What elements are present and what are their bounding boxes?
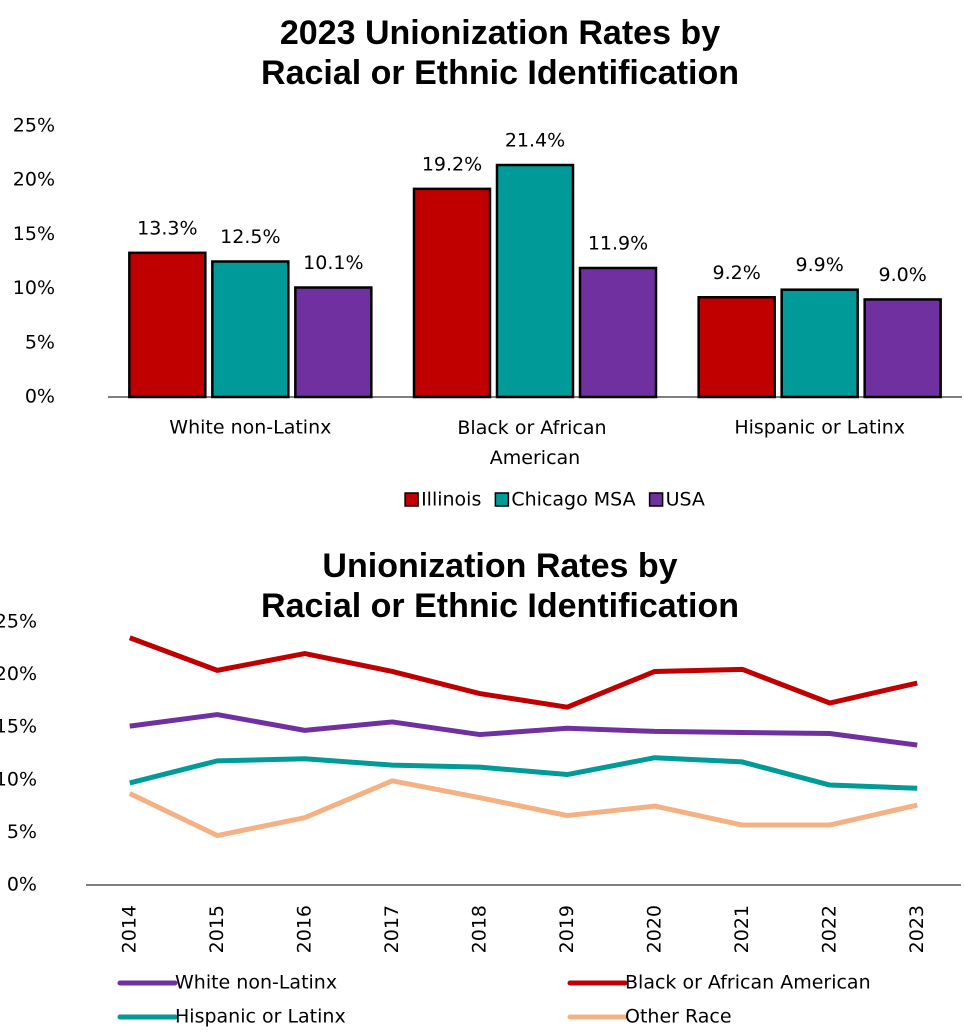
y-tick-label: 15% bbox=[0, 716, 37, 738]
value-label: 13.3% bbox=[137, 217, 197, 239]
y-tick-label: 25% bbox=[13, 115, 55, 137]
y-tick-label: 15% bbox=[13, 223, 55, 245]
legend-label: Illinois bbox=[421, 489, 481, 511]
bar bbox=[211, 260, 290, 399]
value-label: 21.4% bbox=[505, 130, 565, 152]
legend-label: Black or African American bbox=[625, 972, 871, 994]
legend-swatch bbox=[494, 492, 510, 507]
bar bbox=[780, 288, 859, 399]
x-tick-label: 2018 bbox=[468, 905, 490, 953]
value-label: 9.0% bbox=[879, 264, 927, 286]
bar bbox=[294, 286, 373, 399]
chart-title: Unionization Rates by bbox=[322, 547, 677, 585]
x-tick-label: Hispanic or Latinx bbox=[734, 417, 905, 439]
x-tick-label: 2021 bbox=[731, 905, 753, 953]
line bbox=[129, 712, 918, 748]
y-tick-label: 0% bbox=[7, 874, 37, 896]
x-tick-label: 2020 bbox=[643, 905, 665, 953]
x-tick-label: 2023 bbox=[906, 905, 928, 953]
y-tick-label: 10% bbox=[13, 277, 55, 299]
y-tick-label: 10% bbox=[0, 768, 37, 790]
x-tick-label: 2015 bbox=[206, 905, 228, 953]
line bbox=[129, 755, 918, 791]
legend-label: Chicago MSA bbox=[511, 489, 635, 511]
bar bbox=[128, 251, 207, 399]
bar bbox=[578, 266, 658, 399]
x-tick-label: White non-Latinx bbox=[169, 417, 331, 439]
legend-label: Other Race bbox=[625, 1006, 732, 1028]
chart-title: 2023 Unionization Rates by bbox=[280, 14, 720, 52]
bar bbox=[495, 163, 575, 399]
value-label: 9.9% bbox=[796, 254, 844, 276]
legend-label: White non-Latinx bbox=[175, 972, 337, 994]
legend-swatch bbox=[648, 492, 664, 507]
y-tick-label: 5% bbox=[25, 331, 55, 353]
chart-title: Racial or Ethnic Identification bbox=[261, 587, 739, 625]
value-label: 9.2% bbox=[713, 262, 761, 284]
y-tick-label: 20% bbox=[13, 169, 55, 191]
x-tick-label: 2016 bbox=[293, 905, 315, 953]
value-label: 19.2% bbox=[422, 153, 482, 175]
bar bbox=[863, 298, 942, 399]
x-tick-label: 2022 bbox=[818, 905, 840, 953]
legend-swatch bbox=[404, 492, 419, 507]
y-tick-label: 5% bbox=[7, 821, 37, 843]
value-label: 10.1% bbox=[303, 252, 363, 274]
x-tick-label: Black or African American bbox=[457, 417, 612, 469]
value-label: 12.5% bbox=[220, 226, 280, 248]
x-tick-label: 2014 bbox=[118, 905, 140, 953]
chart-title: Racial or Ethnic Identification bbox=[261, 54, 739, 92]
y-tick-label: 0% bbox=[25, 386, 55, 408]
line bbox=[128, 635, 918, 710]
x-tick-label: 2017 bbox=[381, 905, 403, 953]
value-label: 11.9% bbox=[588, 233, 648, 255]
bar bbox=[697, 296, 776, 399]
bar bbox=[412, 187, 492, 399]
legend-label: Hispanic or Latinx bbox=[175, 1006, 346, 1028]
y-tick-label: 25% bbox=[0, 611, 37, 633]
x-tick-label: 2019 bbox=[556, 905, 578, 953]
y-tick-label: 20% bbox=[0, 663, 37, 685]
line bbox=[128, 778, 918, 839]
legend-label: USA bbox=[666, 489, 705, 511]
